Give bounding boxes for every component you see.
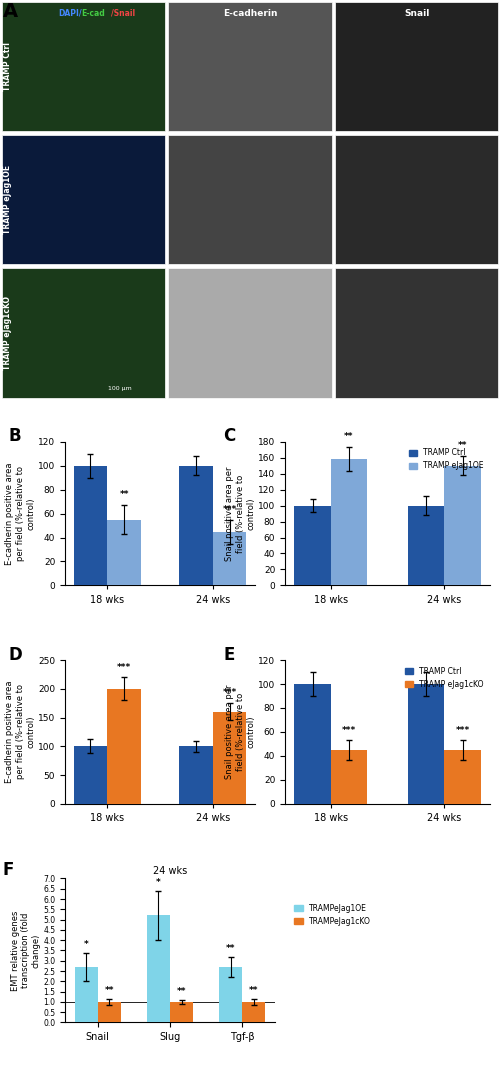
Text: B: B [8,427,20,445]
Text: D: D [8,645,22,663]
Text: E: E [224,645,235,663]
Text: **: ** [104,986,114,995]
Bar [444,750,480,804]
Text: **: ** [458,441,467,450]
Bar [294,506,330,586]
Text: DAPI/: DAPI/ [58,9,82,18]
Y-axis label: EMT relative genes
transcription (fold
change): EMT relative genes transcription (fold c… [10,911,40,990]
Text: *: * [156,879,161,887]
Bar [294,684,330,804]
Bar [330,459,367,586]
Text: **: ** [177,987,186,996]
Bar [74,967,98,1022]
Title: 24 wks: 24 wks [153,866,187,876]
Text: ***: *** [222,688,236,698]
Bar [408,684,445,804]
Text: TRAMP Ctrl: TRAMP Ctrl [2,43,12,91]
Bar [179,465,212,586]
Bar [2,2,165,131]
Y-axis label: Snail positive area per
field (%-relative to
control): Snail positive area per field (%-relativ… [226,466,256,561]
Bar [408,506,445,586]
Text: ***: *** [456,725,469,735]
Bar [74,747,108,804]
Bar [170,1002,193,1022]
Bar [335,135,498,264]
Text: ***: *** [222,505,236,513]
Bar [2,268,165,397]
Text: **: ** [249,986,258,995]
Y-axis label: Snail positive area per
field (%-relative to
control): Snail positive area per field (%-relativ… [226,685,256,780]
Text: **: ** [226,944,235,953]
Bar [179,747,212,804]
Bar [74,465,108,586]
Bar [330,750,367,804]
Text: 100 μm: 100 μm [108,387,132,391]
Bar [108,520,141,586]
Bar [2,135,165,264]
Bar [444,465,480,586]
Bar [168,135,332,264]
Text: C: C [224,427,236,445]
Y-axis label: E-cadherin positive area
per field (%-relative to
control): E-cadherin positive area per field (%-re… [6,462,35,564]
Text: F: F [2,862,14,880]
Text: **: ** [344,432,354,441]
Text: E-cad: E-cad [81,9,104,18]
Bar [335,268,498,397]
Legend: TRAMPeJag1OE, TRAMPeJag1cKO: TRAMPeJag1OE, TRAMPeJag1cKO [294,904,371,925]
Bar [242,1002,266,1022]
Bar [108,689,141,804]
Text: A: A [2,2,18,21]
Legend: TRAMP Ctrl, TRAMP eJag1cKO: TRAMP Ctrl, TRAMP eJag1cKO [402,663,486,692]
Text: ***: *** [117,662,132,672]
Text: TRAMP eJag1cKO: TRAMP eJag1cKO [2,296,12,370]
Bar [212,711,246,804]
Text: /Snail: /Snail [111,9,135,18]
Bar [219,967,242,1022]
Bar [168,268,332,397]
Text: ***: *** [342,725,356,735]
Text: *: * [84,939,88,949]
Bar [147,916,170,1022]
Y-axis label: E-cadherin positive area
per field (%-relative to
control): E-cadherin positive area per field (%-re… [6,681,35,783]
Text: **: ** [120,490,129,499]
Legend: TRAMP Ctrl, TRAMP eJag1OE: TRAMP Ctrl, TRAMP eJag1OE [406,445,486,473]
Text: Snail: Snail [404,9,429,18]
Bar [335,2,498,131]
Text: E-cadherin: E-cadherin [223,9,277,18]
Bar [98,1002,121,1022]
Bar [168,2,332,131]
Bar [212,531,246,586]
Text: TRAMP eJag1OE: TRAMP eJag1OE [2,165,12,234]
